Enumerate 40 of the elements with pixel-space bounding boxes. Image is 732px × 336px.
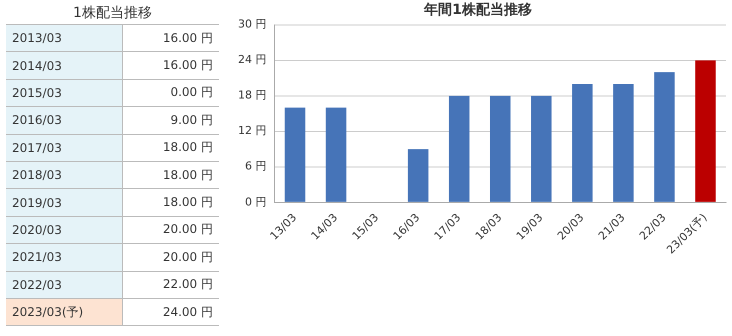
text: 2019/03 <box>6 188 122 216</box>
bar <box>613 84 634 202</box>
text: 16.00 円 <box>122 25 219 52</box>
y-tick-label: 12 円 <box>238 124 266 138</box>
text: 2021/03 <box>6 244 122 272</box>
bar <box>408 149 428 202</box>
bar <box>654 72 675 202</box>
text: 2015/03 <box>6 79 122 107</box>
text: 2022/03 <box>6 271 122 298</box>
chart-title: 年間1株配当推移 <box>423 2 532 18</box>
y-tick-label: 6 円 <box>244 160 266 173</box>
y-tick-label: 0 円 <box>244 195 266 208</box>
bar <box>448 96 470 202</box>
y-tick-label: 24 円 <box>238 53 266 66</box>
text: 2017/03 <box>6 134 122 162</box>
text: 24.00 円 <box>122 298 219 326</box>
y-tick-label: 30 円 <box>238 18 266 31</box>
bar <box>572 84 593 202</box>
bar <box>490 96 511 202</box>
text: 9.00 円 <box>122 106 219 134</box>
text: 0.00 円 <box>122 79 219 107</box>
text: 20.00 円 <box>122 216 219 244</box>
bar <box>326 108 346 202</box>
text: 2020/03 <box>6 216 122 244</box>
text: 2023/03(予) <box>6 298 122 326</box>
text: 20.00 円 <box>122 244 219 272</box>
text: 18.00 円 <box>122 134 219 162</box>
text: 18.00 円 <box>122 161 219 189</box>
text: 1株配当推移 <box>6 2 219 25</box>
text: 22.00 円 <box>122 271 219 298</box>
text: 16.00 円 <box>122 52 219 80</box>
bar <box>531 96 552 202</box>
text: 2013/03 <box>6 25 122 52</box>
text: 2018/03 <box>6 161 122 189</box>
bar <box>695 60 716 202</box>
text: 2016/03 <box>6 106 122 134</box>
y-tick-label: 18 円 <box>238 88 266 102</box>
text: 18.00 円 <box>122 188 219 216</box>
text: 2014/03 <box>6 52 122 80</box>
bar <box>284 108 306 202</box>
